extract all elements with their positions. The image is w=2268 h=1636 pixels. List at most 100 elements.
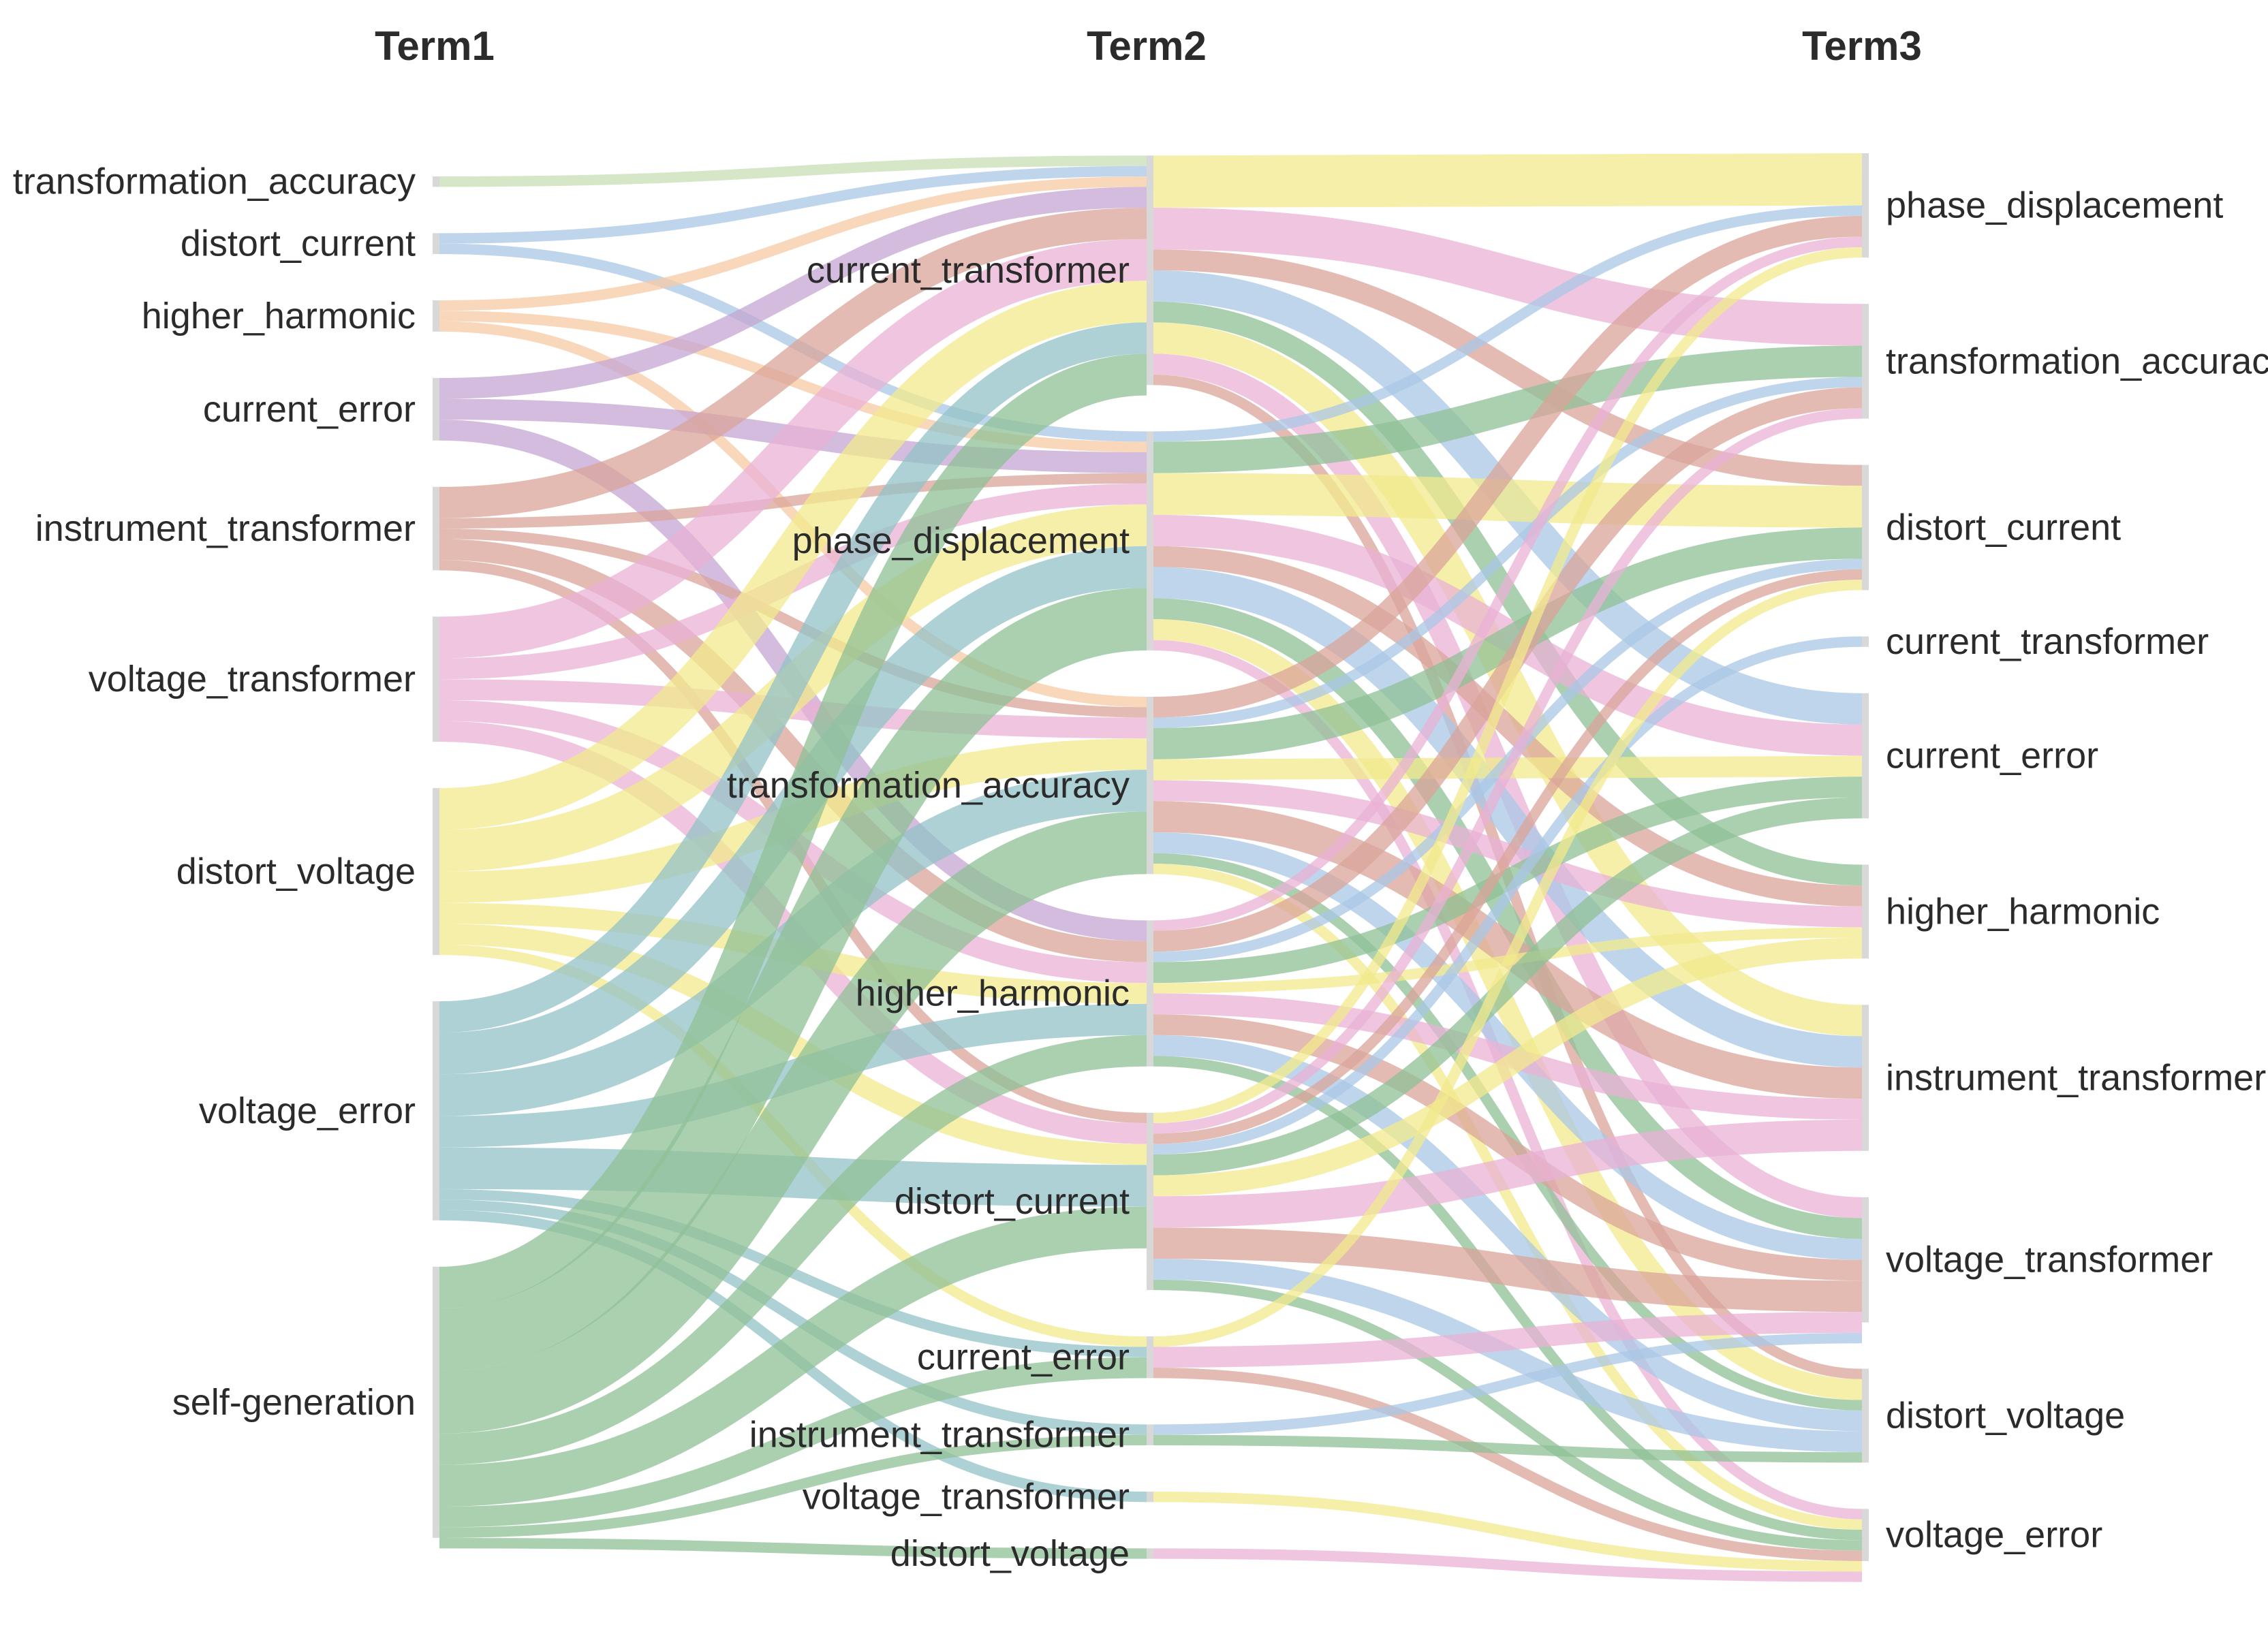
- flow-links: [439, 153, 1863, 1582]
- node-bar-term1-self-generation: [433, 1266, 439, 1538]
- node-label-term2-current-error: current_error: [917, 1337, 1130, 1378]
- node-label-term3-phase-displacement: phase_displacement: [1886, 185, 2223, 226]
- flow-transformation-accuracy-to-current-transformer: [439, 155, 1147, 187]
- flow-phase-displacement-to-voltage-transformer: [1153, 598, 1863, 1240]
- column-title-term1: Term1: [375, 23, 495, 69]
- node-bar-term1-current-error: [433, 377, 439, 441]
- flow-transformation-accuracy-to-transformation-accuracy: [1153, 377, 1863, 728]
- node-label-term1-current-error: current_error: [203, 389, 416, 430]
- node-label-term2-distort-current: distort_current: [895, 1181, 1130, 1222]
- flow-distort-current-to-distort-current: [1153, 569, 1863, 1144]
- node-bar-term3-distort-current: [1862, 465, 1869, 591]
- flow-current-transformer-to-phase-displacement: [1153, 153, 1863, 208]
- flow-distort-voltage-to-current-transformer: [439, 281, 1147, 830]
- node-label-term2-distort-voltage: distort_voltage: [890, 1533, 1130, 1574]
- node-bar-term1-distort-current: [433, 233, 439, 254]
- node-label-term2-instrument-transformer: instrument_transformer: [749, 1415, 1130, 1456]
- node-labels: transformation_accuracydistort_currenthi…: [13, 161, 2268, 1574]
- node-label-term3-instrument-transformer: instrument_transformer: [1886, 1058, 2266, 1099]
- flow-self-generation-to-distort-current: [439, 1206, 1147, 1507]
- flow-instrument-transformer-to-voltage-transformer: [1153, 1332, 1863, 1435]
- node-bar-term2-current-error: [1147, 1336, 1153, 1379]
- node-label-term3-voltage-error: voltage_error: [1886, 1515, 2102, 1556]
- node-label-term3-transformation-accuracy: transformation_accuracy: [1886, 341, 2268, 381]
- node-bar-term3-transformation-accuracy: [1862, 304, 1869, 419]
- node-label-term2-higher-harmonic: higher_harmonic: [856, 973, 1130, 1014]
- node-bar-term3-distort-voltage: [1862, 1368, 1869, 1463]
- flow-instrument-transformer-to-current-transformer: [439, 207, 1147, 518]
- node-label-term1-transformation-accuracy: transformation_accuracy: [13, 161, 416, 202]
- flow-self-generation-to-phase-displacement: [439, 588, 1147, 1371]
- node-bar-term2-phase-displacement: [1147, 431, 1153, 650]
- flow-self-generation-to-distort-voltage: [439, 1538, 1147, 1559]
- node-label-term2-phase-displacement: phase_displacement: [792, 520, 1130, 561]
- flow-phase-displacement-to-phase-displacement: [1153, 205, 1863, 442]
- flow-current-error-to-distort-current: [1153, 580, 1863, 1347]
- node-bar-term3-phase-displacement: [1862, 153, 1869, 258]
- column-title-term2: Term2: [1087, 23, 1207, 69]
- flow-self-generation-to-higher-harmonic: [439, 1035, 1147, 1465]
- flow-distort-voltage-to-voltage-error: [1153, 1548, 1863, 1582]
- flow-voltage-transformer-to-current-transformer: [439, 238, 1147, 659]
- flow-higher-harmonic-to-voltage-transformer: [1153, 1014, 1863, 1281]
- node-label-term1-instrument-transformer: instrument_transformer: [35, 508, 416, 549]
- flow-instrument-transformer-to-phase-displacement: [439, 473, 1147, 529]
- flow-transformation-accuracy-to-distort-current: [1153, 527, 1863, 759]
- flow-higher-harmonic-to-transformation-accuracy: [1153, 387, 1863, 952]
- flow-instrument-transformer-to-higher-harmonic: [439, 539, 1147, 962]
- node-bar-term1-distort-voltage: [433, 788, 439, 956]
- node-bar-term2-current-transformer: [1147, 155, 1153, 386]
- flow-phase-displacement-to-instrument-transformer: [1153, 567, 1863, 1068]
- flow-voltage-error-to-current-transformer: [439, 322, 1147, 1033]
- flow-distort-current-to-current-error: [1153, 797, 1863, 1176]
- flow-distort-current-to-distort-voltage: [1153, 1259, 1863, 1453]
- node-label-term1-voltage-transformer: voltage_transformer: [89, 659, 416, 699]
- node-label-term2-voltage-transformer: voltage_transformer: [803, 1477, 1130, 1517]
- flow-phase-displacement-to-higher-harmonic: [1153, 546, 1863, 907]
- node-label-term3-voltage-transformer: voltage_transformer: [1886, 1240, 2213, 1280]
- node-bar-term3-current-error: [1862, 693, 1869, 819]
- node-label-term1-higher-harmonic: higher_harmonic: [142, 296, 416, 336]
- flow-current-error-to-current-transformer: [439, 187, 1147, 399]
- node-bar-term1-transformation-accuracy: [433, 176, 439, 187]
- node-label-term3-distort-current: distort_current: [1886, 507, 2121, 548]
- node-label-term1-self-generation: self-generation: [172, 1382, 416, 1423]
- flow-instrument-transformer-to-distort-voltage: [1153, 1434, 1863, 1463]
- flow-higher-harmonic-to-current-error: [1153, 776, 1863, 984]
- node-bars: [433, 153, 1869, 1561]
- node-bar-term2-distort-voltage: [1147, 1548, 1153, 1559]
- node-label-term2-current-transformer: current_transformer: [807, 250, 1130, 291]
- flow-transformation-accuracy-to-instrument-transformer: [1153, 801, 1863, 1099]
- node-label-term2-transformation-accuracy: transformation_accuracy: [727, 765, 1130, 806]
- node-bar-term1-voltage-error: [433, 1001, 439, 1221]
- flow-higher-harmonic-to-current-transformer: [439, 176, 1147, 311]
- flow-phase-displacement-to-transformation-accuracy: [1153, 345, 1863, 473]
- flow-phase-displacement-to-distort-current: [1153, 473, 1863, 528]
- flow-self-generation-to-instrument-transformer: [439, 1434, 1147, 1538]
- flow-instrument-transformer-to-transformation-accuracy: [439, 529, 1147, 718]
- node-label-term3-current-error: current_error: [1886, 736, 2098, 776]
- node-bar-term3-voltage-transformer: [1862, 1197, 1869, 1323]
- node-bar-term2-voltage-transformer: [1147, 1492, 1153, 1503]
- node-bar-term2-transformation-accuracy: [1147, 696, 1153, 875]
- flow-self-generation-to-transformation-accuracy: [439, 811, 1147, 1434]
- node-label-term3-current-transformer: current_transformer: [1886, 621, 2209, 662]
- flow-distort-current-to-transformation-accuracy: [1153, 408, 1863, 1134]
- flow-current-error-to-voltage-transformer: [1153, 1312, 1863, 1368]
- node-bar-term1-instrument-transformer: [433, 486, 439, 571]
- flow-transformation-accuracy-to-phase-displacement: [1153, 215, 1863, 718]
- flow-distort-current-to-current-transformer: [1153, 636, 1863, 1154]
- flow-transformation-accuracy-to-distort-voltage: [1153, 853, 1863, 1411]
- node-label-term3-higher-harmonic: higher_harmonic: [1886, 891, 2160, 932]
- column-title-term3: Term3: [1802, 23, 1922, 69]
- node-bar-term3-instrument-transformer: [1862, 1005, 1869, 1151]
- flow-distort-current-to-higher-harmonic: [1153, 937, 1863, 1197]
- flow-voltage-transformer-to-voltage-error: [1153, 1492, 1863, 1572]
- node-bar-term1-voltage-transformer: [433, 616, 439, 742]
- flow-distort-current-to-phase-displacement: [1153, 247, 1863, 1124]
- flow-higher-harmonic-to-phase-displacement: [1153, 236, 1863, 931]
- flow-current-error-to-voltage-error: [1153, 1368, 1863, 1561]
- node-bar-term2-instrument-transformer: [1147, 1424, 1153, 1445]
- node-bar-term1-higher-harmonic: [433, 300, 439, 332]
